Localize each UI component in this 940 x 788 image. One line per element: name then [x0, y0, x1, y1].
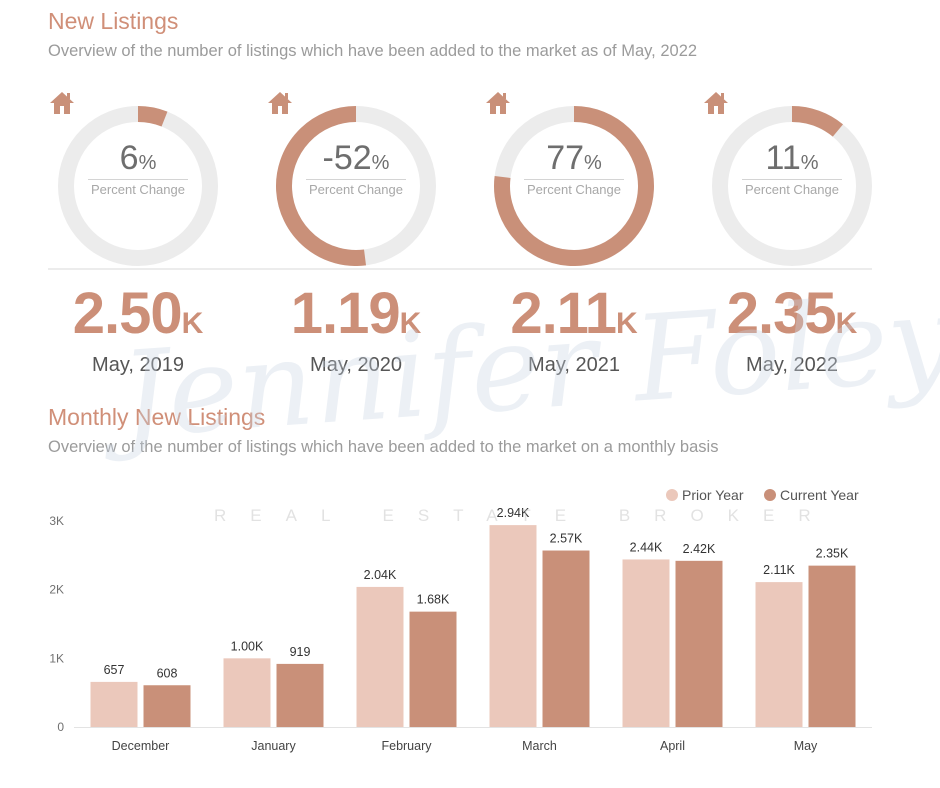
x-tick-label: February — [381, 739, 432, 753]
bar-prior — [223, 658, 271, 727]
section-subtitle-new-listings: Overview of the number of listings which… — [48, 42, 698, 60]
data-label: 1.68K — [417, 593, 450, 607]
x-tick-label: April — [660, 739, 685, 753]
total-value: 2.50 — [72, 281, 183, 346]
monthly-bar-chart: 0 1K 2K 3K 657 608 December 1.00K 919 January 2.04… — [49, 487, 872, 753]
percent-sign: % — [800, 152, 819, 174]
total-value: 2.35 — [726, 281, 837, 346]
percent-sign: % — [371, 152, 390, 174]
data-label: 2.42K — [683, 542, 716, 556]
gauge-label: Percent Change — [527, 182, 621, 197]
gauge-divider — [306, 179, 406, 180]
percent-sign: % — [138, 152, 157, 174]
legend-label: Prior Year — [682, 487, 744, 503]
total-unit: K — [181, 307, 204, 340]
x-tick-label: December — [112, 739, 170, 753]
total-value: 2.11 — [510, 281, 617, 346]
bar-prior — [90, 681, 138, 727]
legend-label: Current Year — [780, 487, 859, 503]
data-label: 657 — [104, 663, 125, 677]
bar-prior — [489, 525, 537, 727]
data-label: 2.11K — [763, 563, 795, 577]
data-label: 1.00K — [231, 639, 264, 653]
total-2020: 1.19K May, 2020 — [256, 281, 456, 377]
bar-current — [409, 611, 457, 727]
total-unit: K — [399, 307, 422, 340]
y-tick-label: 1K — [49, 651, 64, 665]
gauge-label: Percent Change — [745, 182, 839, 197]
bar-current — [143, 685, 191, 727]
legend-marker — [666, 489, 678, 501]
gauge-arc — [494, 106, 654, 266]
total-2019: 2.50K May, 2019 — [38, 281, 238, 377]
bar-prior — [622, 559, 670, 727]
section-title-new-listings: New Listings — [48, 8, 179, 34]
total-period: May, 2020 — [310, 354, 402, 376]
house-icon — [704, 92, 728, 114]
gauge-value: -52 — [322, 139, 372, 177]
gauge-value: 6 — [119, 139, 139, 177]
section-divider — [48, 268, 872, 270]
gauge-arc — [137, 106, 168, 127]
bar-current — [542, 550, 590, 727]
legend-marker — [764, 489, 776, 501]
section-title-monthly: Monthly New Listings — [48, 404, 266, 430]
gauge-label: Percent Change — [309, 182, 403, 197]
data-label: 608 — [157, 666, 178, 680]
total-unit: K — [835, 307, 858, 340]
total-2022: 2.35K May, 2022 — [692, 281, 892, 377]
percent-sign: % — [584, 152, 602, 174]
data-label: 2.35K — [816, 547, 849, 561]
total-2021: 2.11K May, 2021 — [474, 281, 674, 377]
gauge-divider — [742, 179, 842, 180]
y-tick-label: 2K — [49, 583, 64, 597]
data-label: 2.57K — [550, 532, 583, 546]
gauge-2020: -52% Percent Change — [266, 90, 446, 266]
y-tick-label: 3K — [49, 514, 64, 528]
house-icon — [50, 92, 74, 114]
gauge-arc — [276, 106, 367, 266]
x-tick-label: May — [794, 739, 818, 753]
x-tick-label: January — [251, 739, 296, 753]
gauge-2021: 77% Percent Change — [484, 90, 664, 266]
y-tick-label: 0 — [57, 720, 64, 734]
data-label: 2.44K — [630, 540, 663, 554]
house-icon — [486, 92, 510, 114]
total-period: May, 2022 — [746, 354, 838, 376]
data-label: 2.94K — [497, 506, 530, 520]
data-label: 919 — [290, 645, 311, 659]
bar-current — [808, 565, 856, 727]
gauge-divider — [88, 179, 188, 180]
total-period: May, 2021 — [528, 354, 620, 376]
total-unit: K — [616, 307, 638, 340]
bar-current — [675, 560, 723, 727]
bar-prior — [755, 582, 803, 727]
gauge-value: 11 — [765, 139, 801, 177]
gauge-value: 77 — [546, 139, 585, 177]
gauge-divider — [524, 179, 624, 180]
x-tick-label: March — [522, 739, 557, 753]
gauge-arc — [791, 106, 843, 137]
gauge-2019: 6% Percent Change — [48, 90, 228, 266]
total-period: May, 2019 — [92, 354, 184, 376]
section-subtitle-monthly: Overview of the number of listings which… — [48, 438, 719, 456]
data-label: 2.04K — [364, 568, 397, 582]
gauge-2022: 11% Percent Change — [702, 90, 882, 266]
house-icon — [268, 92, 292, 114]
gauge-label: Percent Change — [91, 182, 185, 197]
bar-prior — [356, 586, 404, 727]
bar-current — [276, 663, 324, 727]
total-value: 1.19 — [290, 281, 401, 346]
